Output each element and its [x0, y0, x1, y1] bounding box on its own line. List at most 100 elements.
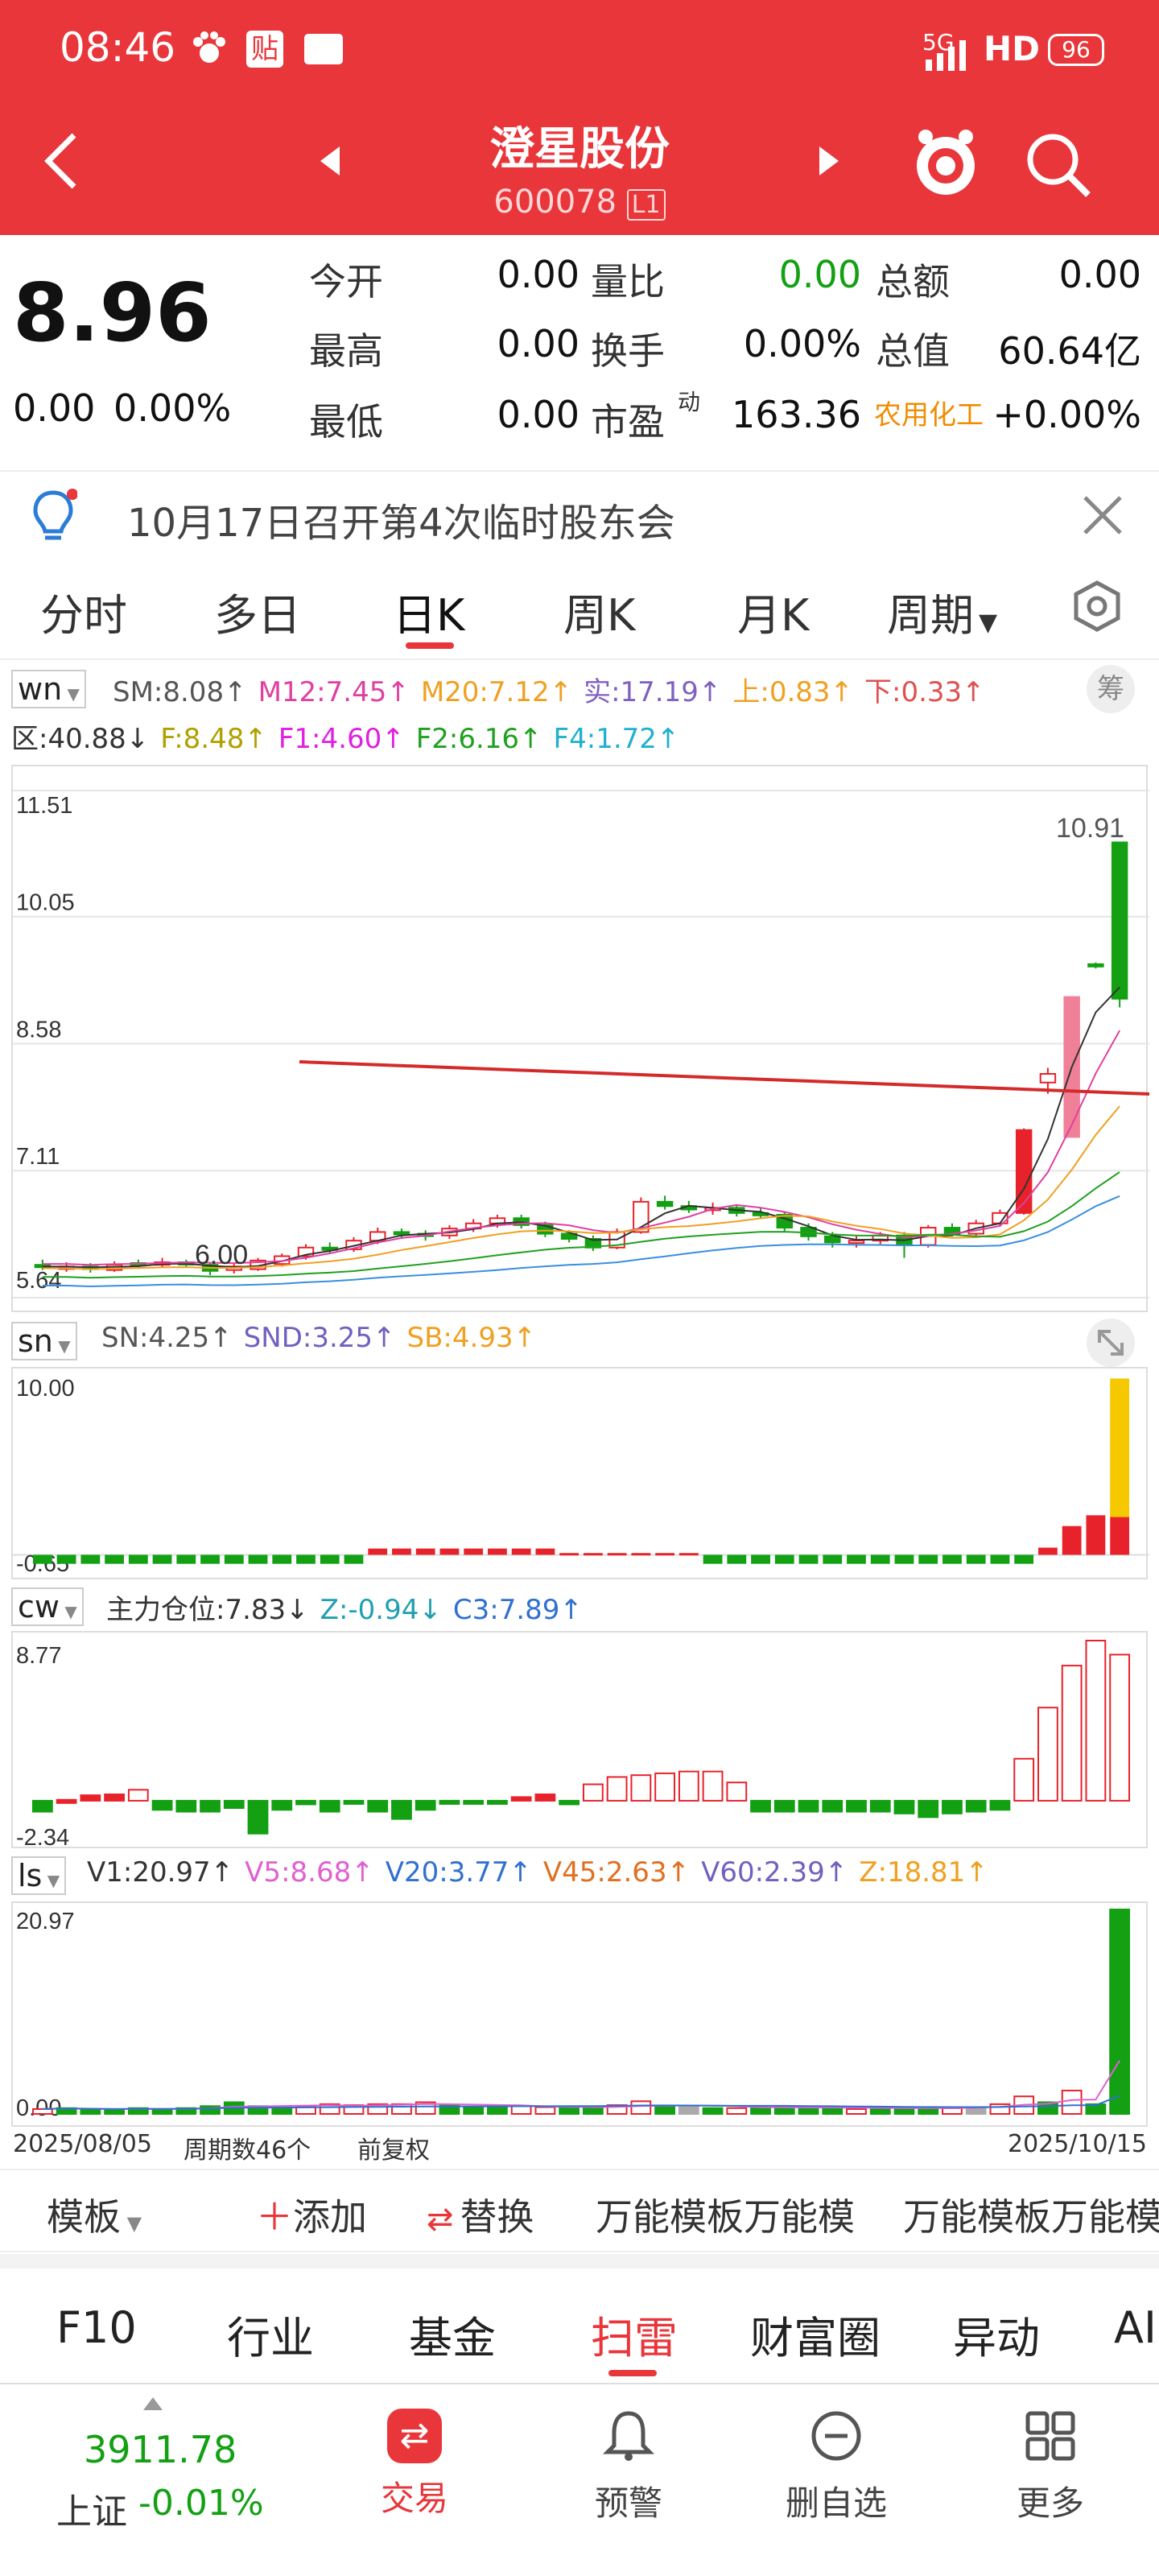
nav-f10[interactable]: F10: [56, 2302, 137, 2353]
end-date: 2025/10/15: [1008, 2130, 1147, 2158]
wn-selector[interactable]: wn ▼: [11, 670, 86, 708]
sn-bar: [559, 1553, 580, 1556]
more-button[interactable]: 更多: [998, 2409, 1103, 2525]
cw-selector[interactable]: cw ▼: [11, 1587, 84, 1626]
expand-icon[interactable]: [1087, 1319, 1135, 1367]
index-change[interactable]: -0.01%: [138, 2483, 264, 2524]
template-item-1[interactable]: 万能模板万能模: [596, 2195, 855, 2239]
mascot-icon[interactable]: [909, 126, 982, 198]
sn-bar: [607, 1553, 627, 1556]
kline-chart: 11.51 10.05 8.58 7.11 5.64 10.91 6.00: [13, 790, 1150, 1298]
cw-panel[interactable]: 8.77 -2.34: [11, 1631, 1148, 1851]
tab-period[interactable]: 周期 ▼: [887, 580, 997, 643]
cw-chart: 8.77 -2.34: [16, 1640, 1131, 1851]
indicator-value: V20:3.77↑: [385, 1856, 532, 1889]
back-icon[interactable]: [39, 129, 87, 193]
nav-wealth-circle[interactable]: 财富圈: [750, 2313, 881, 2363]
volume-bar: [1109, 1909, 1131, 2115]
indicator-value: V5:8.68↑: [245, 1856, 374, 1889]
kline-panel[interactable]: 11.51 10.05 8.58 7.11 5.64 10.91 6.00: [11, 765, 1150, 1312]
indicator-value: SND:3.25↑: [243, 1322, 396, 1354]
sn-bar: [1038, 1547, 1058, 1555]
volume-bar: [463, 2106, 485, 2116]
status-bar: 08:46 贴 5G HD 96: [0, 0, 1159, 101]
notice-bar[interactable]: 10月17日召开第4次临时股东会: [0, 470, 1159, 559]
indicator-value: F:8.48↑: [160, 723, 267, 755]
cw-bar: [487, 1799, 508, 1805]
v5-line: [42, 2060, 1120, 2110]
add-button[interactable]: ＋添加: [256, 2188, 367, 2241]
ls-panel[interactable]: 20.970.00: [11, 1901, 1148, 2127]
next-stock-icon[interactable]: [816, 147, 840, 175]
high-price-label: 10.91: [1056, 813, 1124, 844]
cw-bar: [942, 1799, 963, 1814]
nav-risk-scan[interactable]: 扫雷: [591, 2313, 678, 2363]
sn-bar: [152, 1554, 172, 1564]
ls-selector[interactable]: ls ▼: [11, 1856, 67, 1895]
trade-label: 交易: [380, 2479, 448, 2518]
lightbulb-icon: [29, 488, 78, 544]
stock-title: 澄星股份: [489, 123, 670, 175]
index-name[interactable]: 上证: [56, 2491, 127, 2533]
sn-bar: [823, 1554, 843, 1564]
volume-bar: [534, 2106, 556, 2116]
nav-anomaly[interactable]: 异动: [953, 2313, 1040, 2363]
close-icon[interactable]: [1080, 493, 1125, 538]
indicator-value: F1:4.60↑: [278, 723, 405, 755]
nav-fund[interactable]: 基金: [409, 2313, 496, 2363]
low-price-label: 6.00: [195, 1240, 248, 1270]
quote-label: 量比: [591, 260, 665, 303]
alert-button[interactable]: 预警: [576, 2409, 681, 2525]
cw-bar: [223, 1799, 245, 1809]
volume-bar: [726, 2107, 748, 2115]
sn-selector-label: sn: [18, 1323, 53, 1359]
search-icon[interactable]: [1022, 129, 1095, 201]
template-dropdown[interactable]: 模板 ▼: [47, 2188, 142, 2241]
quote-value: 0.00: [778, 253, 861, 296]
wn-values: SM:8.08↑ M12:7.45↑ M20:7.12↑ 实:17.19↑ 上:0.83…: [113, 670, 996, 709]
chip-button[interactable]: 筹: [1087, 665, 1135, 713]
ma-line: [42, 1195, 1120, 1288]
remove-watchlist-button[interactable]: 删自选: [776, 2409, 897, 2525]
cw-bar: [773, 1799, 795, 1813]
candle-body: [297, 1246, 315, 1257]
candle-body: [1111, 841, 1128, 1000]
cw-bar: [127, 1789, 149, 1802]
axis-label: -2.34: [16, 1825, 69, 1850]
indicator-value: F2:6.16↑: [415, 723, 542, 755]
chevron-down-icon: ▼: [979, 609, 998, 637]
sn-selector[interactable]: sn ▼: [11, 1322, 77, 1360]
current-price: 8.96: [13, 266, 212, 360]
tab-yuek[interactable]: 月K: [737, 590, 810, 641]
baidu-icon: [188, 29, 230, 71]
tab-fenshi[interactable]: 分时: [40, 590, 127, 641]
ls-chart: 20.970.00: [16, 1909, 1131, 2121]
cw-bar: [80, 1794, 101, 1802]
settings-icon[interactable]: [1069, 578, 1125, 634]
sn-values: SN:4.25↑ SND:3.25↑ SB:4.93↑: [101, 1322, 547, 1354]
adjust-mode[interactable]: 前复权: [357, 2136, 430, 2165]
replace-icon: ⇄: [427, 2201, 454, 2238]
sn-bar: [320, 1554, 340, 1564]
indicator-value: C3:7.89↑: [452, 1594, 583, 1626]
index-value[interactable]: 3911.78: [84, 2428, 237, 2471]
price-change: 0.00: [13, 386, 96, 430]
cw-bar: [295, 1799, 316, 1806]
prev-stock-icon[interactable]: [319, 147, 343, 175]
nav-ai[interactable]: AI: [1114, 2302, 1157, 2353]
quote-label: 最低: [309, 400, 383, 444]
trade-button[interactable]: ⇄ 交易: [362, 2409, 467, 2520]
tab-rik[interactable]: 日K: [393, 590, 465, 641]
sn-panel[interactable]: 10.00 -0.65: [11, 1367, 1149, 1579]
sn-bar: [511, 1548, 531, 1555]
cw-bar: [893, 1799, 915, 1814]
volume-bar: [702, 2107, 724, 2115]
tab-zhouk[interactable]: 周K: [563, 590, 636, 641]
template-item-2[interactable]: 万能模板万能模: [903, 2195, 1159, 2239]
tab-duori[interactable]: 多日: [214, 590, 301, 641]
indicator-value: M12:7.45↑: [258, 676, 410, 708]
candle-body: [656, 1200, 674, 1208]
sn-bar: [535, 1548, 555, 1555]
nav-industry[interactable]: 行业: [227, 2313, 314, 2363]
replace-button[interactable]: ⇄ 替换: [427, 2188, 534, 2241]
